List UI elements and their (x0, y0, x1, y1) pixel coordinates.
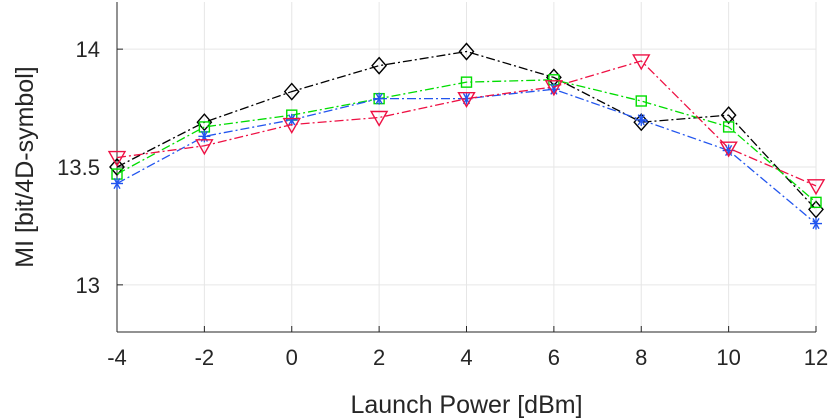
series-triangle-down (107, 54, 826, 196)
data-point-square (460, 76, 473, 88)
tick-labels: -4 -2 0 2 4 6 8 10 12 13 13.5 14 (57, 37, 828, 370)
data-point-triangle (369, 110, 389, 127)
x-tick-label: 8 (635, 345, 647, 370)
data-point-diamond (196, 113, 213, 132)
series-group (107, 42, 826, 230)
x-tick-label: 4 (460, 345, 472, 370)
data-point-triangle (806, 179, 826, 196)
data-point-diamond (458, 42, 475, 61)
y-tick-label: 14 (76, 37, 100, 62)
x-tick-label: 2 (373, 345, 385, 370)
data-point-asterisk (635, 113, 648, 126)
x-tick-label: -2 (195, 345, 215, 370)
data-point-triangle (195, 139, 214, 156)
data-point-square (810, 196, 822, 209)
data-point-diamond (371, 56, 388, 75)
series-asterisk (111, 83, 822, 230)
data-point-triangle (107, 150, 127, 167)
x-tick-label: -4 (107, 345, 127, 370)
data-point-diamond (720, 106, 737, 125)
data-point-diamond (283, 82, 300, 101)
grid (116, 2, 817, 332)
series-line (116, 50, 817, 210)
y-tick-label: 13 (76, 273, 100, 298)
data-point-triangle (719, 141, 738, 158)
x-tick-label: 12 (804, 345, 828, 370)
series-line (116, 60, 817, 187)
data-point-triangle (544, 80, 564, 97)
data-point-triangle (632, 54, 651, 71)
data-point-asterisk (722, 144, 735, 157)
data-point-square (722, 121, 735, 133)
data-point-asterisk (285, 113, 298, 126)
y-axis-label: MI [bit/4D-symbol] (11, 66, 39, 267)
data-point-diamond (109, 157, 125, 177)
data-point-asterisk (373, 92, 386, 105)
data-point-triangle (457, 91, 476, 109)
x-tick-label: 0 (286, 345, 298, 370)
x-tick-label: 10 (716, 345, 740, 370)
x-axis-label: Launch Power [dBm] (350, 391, 582, 418)
data-point-square (635, 95, 647, 107)
y-tick-label: 13.5 (57, 155, 100, 180)
data-point-triangle (282, 117, 301, 134)
data-point-asterisk (111, 177, 123, 190)
x-tick-label: 6 (548, 345, 560, 370)
data-point-asterisk (810, 217, 822, 230)
